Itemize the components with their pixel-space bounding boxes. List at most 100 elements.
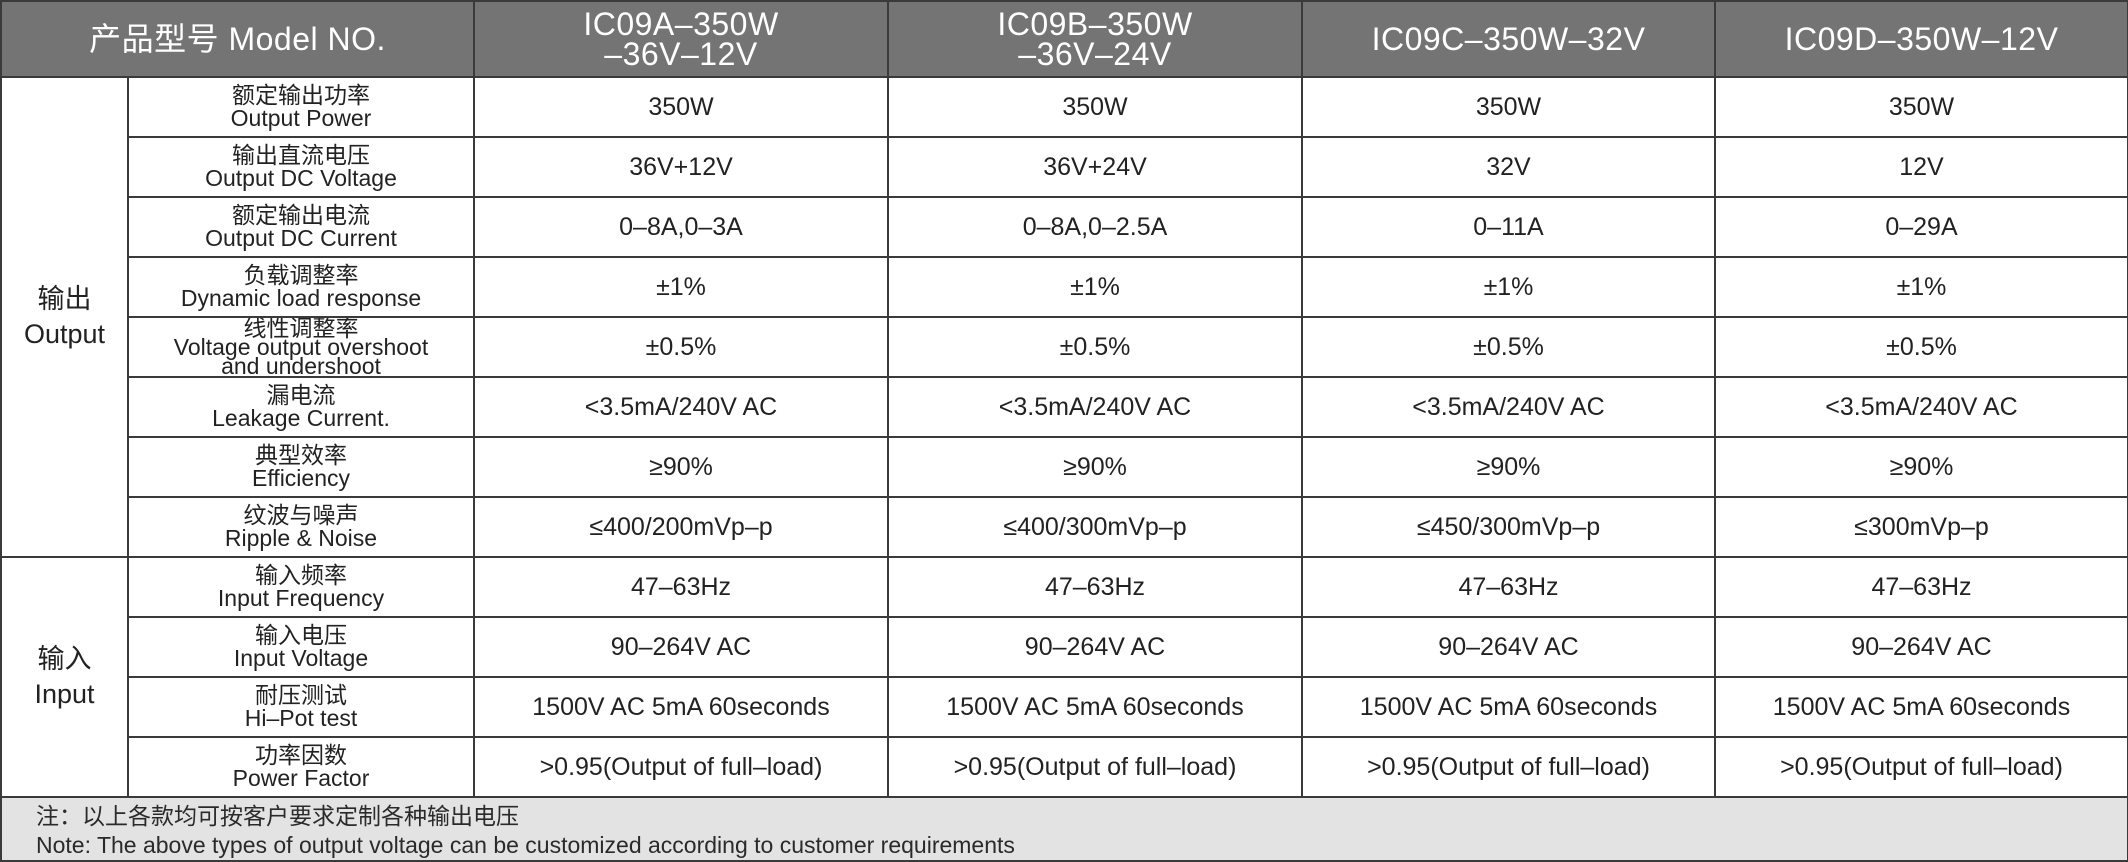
group-label-zh: 输出 [37, 284, 92, 314]
group-label-cell: 输入 Input [0, 556, 129, 798]
table-row: 输出 Output 额定输出功率 Output Power 350W 350W 350W 35… [0, 76, 2128, 558]
spec-value-cell: 36V+12V [473, 136, 889, 198]
spec-value-cell: 1500V AC 5mA 60seconds [1301, 676, 1716, 738]
spec-value-cell: <3.5mA/240V AC [1714, 376, 2128, 438]
parameter-name-en: Hi–Pot test [244, 705, 358, 731]
spec-value-cell: ±1% [1301, 256, 1716, 318]
model-header: IC09D–350W–12V [1714, 0, 2128, 78]
parameter-cell: 输出直流电压 Output DC Voltage [127, 136, 475, 198]
spec-value-cell: >0.95(Output of full–load) [887, 736, 1303, 798]
group-label-en: Output [23, 319, 106, 349]
spec-value-cell: 47–63Hz [887, 556, 1303, 618]
group-label-zh: 输入 [37, 644, 92, 674]
spec-value-cell: 90–264V AC [473, 616, 889, 678]
parameter-name-en: Voltage output overshoot [173, 333, 429, 360]
note-text-zh: 注：以上各款均可按客户要求定制各种输出电压 [36, 803, 519, 829]
spec-value-cell: 36V+24V [887, 136, 1303, 198]
model-header: IC09C–350W–32V [1301, 0, 1716, 78]
spec-value-cell: ±0.5% [1301, 316, 1716, 378]
note-cell: 注：以上各款均可按客户要求定制各种输出电压 Note: The above ty… [0, 796, 2128, 862]
parameter-name-zh: 功率因数 [255, 742, 347, 768]
parameter-cell: 输入频率 Input Frequency [127, 556, 475, 618]
parameter-cell: 功率因数 Power Factor [127, 736, 475, 798]
spec-value-cell: ≥90% [887, 436, 1303, 498]
model-header: IC09A–350W –36V–12V [473, 0, 889, 78]
spec-value-cell: ≤400/300mVp–p [887, 496, 1303, 558]
parameter-name-en: Output DC Voltage [205, 165, 397, 191]
table-row: 典型效率 Efficiency ≥90% ≥90% ≥90% ≥90% [1, 436, 2128, 498]
parameter-name-zh: 耐压测试 [255, 682, 347, 708]
spec-value-cell: 350W [1301, 76, 1716, 138]
parameter-cell: 典型效率 Efficiency [127, 436, 475, 498]
table-row: 额定输出电流 Output DC Current 0–8A,0–3A 0–8A,0–2… [1, 196, 2128, 258]
spec-value-cell: ±0.5% [887, 316, 1303, 378]
table-row: 输出直流电压 Output DC Voltage 36V+12V 36V+24V 32V… [1, 136, 2128, 198]
table-row: 输入电压 Input Voltage 90–264V AC 90–264V AC 90–… [1, 616, 2128, 678]
spec-value-cell: 1500V AC 5mA 60seconds [1714, 676, 2128, 738]
spec-value-cell: 1500V AC 5mA 60seconds [473, 676, 889, 738]
table-row: 纹波与噪声 Ripple & Noise ≤400/200mVp–p ≤400/300… [1, 496, 2128, 558]
spec-value-cell: <3.5mA/240V AC [473, 376, 889, 438]
spec-value-cell: ≥90% [473, 436, 889, 498]
parameter-cell: 纹波与噪声 Ripple & Noise [127, 496, 475, 558]
parameter-name-zh: 负载调整率 [243, 262, 359, 288]
table-row: 输入 Input 输入频率 Input Frequency 47–63Hz 47–63Hz… [0, 556, 2128, 798]
spec-value-cell: 0–29A [1714, 196, 2128, 258]
group-label-en: Input [34, 679, 95, 709]
note-text-en: Note: The above types of output voltage … [36, 832, 1015, 858]
model-line: IC09B–350W [997, 6, 1193, 42]
parameter-cell: 输入电压 Input Voltage [127, 616, 475, 678]
parameter-name-zh: 典型效率 [255, 442, 347, 468]
model-line: –36V–12V [604, 36, 758, 72]
parameter-cell: 负载调整率 Dynamic load response [127, 256, 475, 318]
spec-value-cell: ±1% [1714, 256, 2128, 318]
spec-value-cell: ±1% [473, 256, 889, 318]
spec-value-cell: 350W [473, 76, 889, 138]
spec-value-cell: >0.95(Output of full–load) [473, 736, 889, 798]
parameter-name-en: Power Factor [232, 765, 370, 791]
spec-value-cell: 350W [887, 76, 1303, 138]
table-row: 耐压测试 Hi–Pot test 1500V AC 5mA 60seconds 150… [1, 676, 2128, 738]
parameter-name-zh: 纹波与噪声 [243, 502, 359, 528]
spec-value-cell: ≤300mVp–p [1714, 496, 2128, 558]
group-label-cell: 输出 Output [0, 76, 129, 558]
spec-value-cell: 90–264V AC [1301, 616, 1716, 678]
spec-value-cell: ≤450/300mVp–p [1301, 496, 1716, 558]
model-line: IC09A–350W [583, 6, 779, 42]
parameter-name-en: Efficiency [251, 465, 350, 491]
note-row: 注：以上各款均可按客户要求定制各种输出电压 Note: The above ty… [0, 796, 2128, 862]
spec-value-cell: 0–8A,0–2.5A [887, 196, 1303, 258]
table-row: 负载调整率 Dynamic load response ±1% ±1% ±1% ±1% [1, 256, 2128, 318]
table-row: 漏电流 Leakage Current. <3.5mA/240V AC <3.5mA/… [1, 376, 2128, 438]
spec-value-cell: 350W [1714, 76, 2128, 138]
spec-value-cell: ≥90% [1714, 436, 2128, 498]
spec-value-cell: ≤400/200mVp–p [473, 496, 889, 558]
parameter-name-en: Input Voltage [233, 645, 369, 671]
parameter-name-zh: 额定输出功率 [232, 82, 370, 108]
parameter-name-zh: 输入电压 [255, 622, 347, 648]
spec-value-cell: ±0.5% [1714, 316, 2128, 378]
parameter-name-zh: 线性调整率 [243, 317, 359, 341]
model-header: IC09B–350W –36V–24V [887, 0, 1303, 78]
spec-value-cell: ±0.5% [473, 316, 889, 378]
parameter-cell: 漏电流 Leakage Current. [127, 376, 475, 438]
spec-value-cell: 12V [1714, 136, 2128, 198]
parameter-name-en: and undershoot [221, 352, 381, 377]
spec-value-cell: 47–63Hz [1301, 556, 1716, 618]
spec-value-cell: >0.95(Output of full–load) [1301, 736, 1716, 798]
spec-value-cell: 0–8A,0–3A [473, 196, 889, 258]
parameter-name-en: Leakage Current. [212, 405, 390, 431]
parameter-name-en: Input Frequency [217, 585, 385, 611]
parameter-name-en: Output DC Current [205, 225, 397, 251]
spec-value-cell: 47–63Hz [1714, 556, 2128, 618]
parameter-cell: 额定输出功率 Output Power [127, 76, 475, 138]
parameter-name-zh: 额定输出电流 [232, 202, 370, 228]
header-row: 产品型号 Model NO. IC09A–350W –36V–12V IC09B… [0, 0, 2128, 78]
parameter-name-zh: 漏电流 [266, 382, 336, 408]
parameter-name-zh: 输入频率 [255, 562, 347, 588]
model-label-header: 产品型号 Model NO. [0, 0, 475, 78]
parameter-cell: 额定输出电流 Output DC Current [127, 196, 475, 258]
spec-value-cell: ≥90% [1301, 436, 1716, 498]
spec-value-cell: >0.95(Output of full–load) [1714, 736, 2128, 798]
